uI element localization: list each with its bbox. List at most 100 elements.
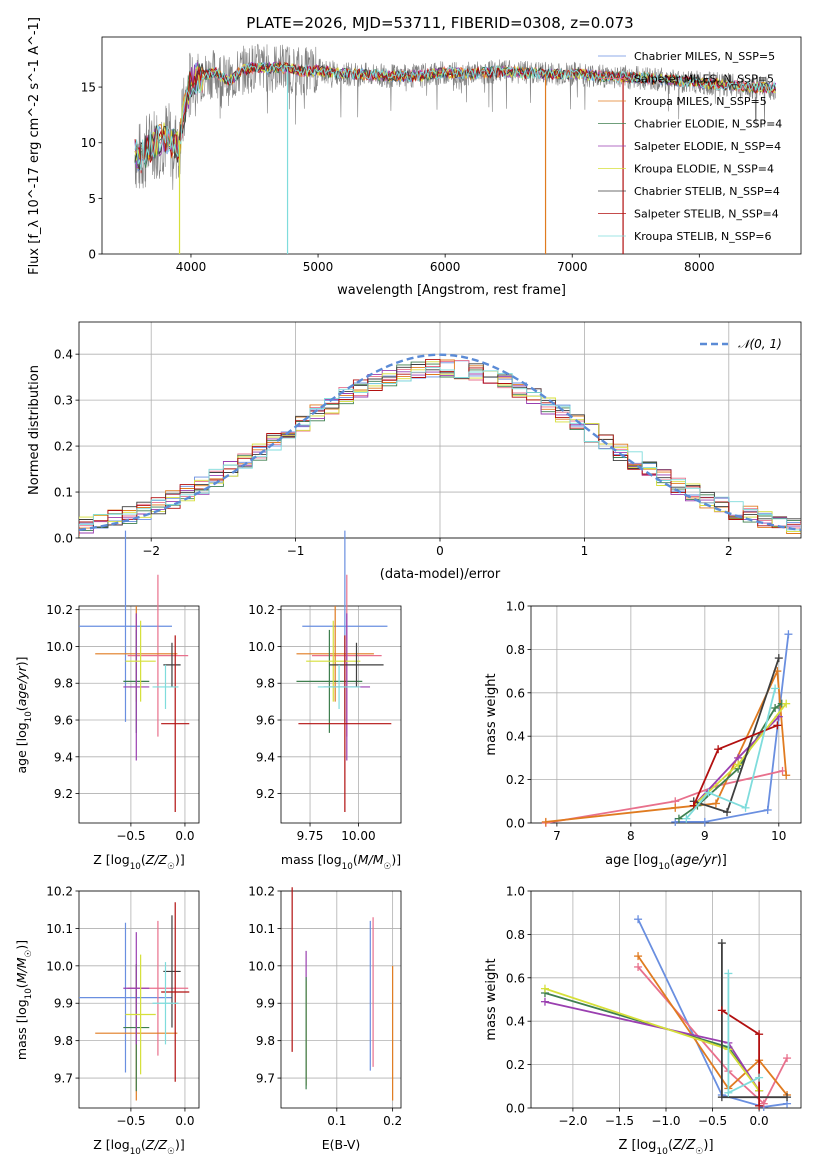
mass-weight-vs-metallicity-panel: −2.0 −1.5 −1.0 −0.5 0.0 0.0 0.2 0.4 0.6 0.8 1.0 mas… [484,885,802,1157]
x-tick-label: 9.75 [297,829,324,843]
y-tick-label: 10.2 [46,603,73,617]
mass-weight-marker [734,760,743,769]
mass-weight-marker [782,771,791,780]
mass-weight-marker [717,1006,726,1015]
y-axis-label: Flux [f_λ 10^-17 erg cm^-2 s^-1 A^-1] [27,17,42,275]
y-tick-label: 10.2 [248,603,275,617]
mass-weight-marker [717,1093,726,1102]
legend-label: Chabrier STELIB, N_SSP=4 [634,185,780,198]
y-tick-label: 0.2 [506,1058,525,1072]
y-tick-label: 10.2 [248,885,275,899]
mass-weight-marker [774,654,783,663]
y-tick-label: 0.8 [506,643,525,657]
y-tick-label: 9.7 [256,1072,275,1086]
x-tick-label: 6000 [430,260,461,274]
plot-frame [280,605,402,824]
y-axis-label: mass weight [484,958,499,1040]
y-tick-label: 0.4 [506,730,525,744]
plot-frame [280,890,402,1109]
y-tick-label: 0.2 [54,440,73,454]
mass-weight-marker [541,817,550,826]
x-axis-label: mass [log10(M/M☉)] [281,852,401,872]
y-tick-label: 9.6 [54,714,73,728]
y-tick-label: 10.2 [46,885,73,899]
mass-weight-series-line [545,770,783,824]
x-tick-label: 8000 [684,260,715,274]
x-axis-label: Z [log10(Z/Z☉)] [93,1137,184,1157]
y-tick-label: 10.1 [46,922,73,936]
mass-weight-marker [755,1101,764,1110]
mass-vs-ebv-panel: 0.1 0.2 9.7 9.8 9.9 10.0 10.1 10.2 E(B-V) [248,885,402,1153]
mass-weight-marker [763,805,772,814]
x-tick-label: 0.0 [175,1114,194,1128]
mass-weight-vs-age-panel: 7 8 9 10 0.0 0.2 0.4 0.6 0.8 1.0 mass weight age [l… [484,600,802,872]
mass-vs-metallicity-panel: −0.5 0.0 9.7 9.8 9.9 10.0 10.1 10.2 Z [log10(Z/Z… [14,885,200,1157]
age-vs-metallicity-panel: −0.5 0.0 9.2 9.4 9.6 9.8 10.0 10.2 Z [log10(Z/Z☉… [14,530,200,872]
y-tick-label: 0.0 [54,532,73,546]
x-tick-label: 8 [627,829,635,843]
mass-weight-marker [700,817,709,826]
y-tick-label: 9.6 [256,714,275,728]
y-tick-label: 0.1 [54,486,73,500]
plot-frame [101,36,802,255]
y-tick-label: 15 [81,81,96,95]
y-tick-label: 1.0 [506,885,525,899]
y-tick-label: 0 [88,248,96,262]
mass-weight-marker [783,1093,792,1102]
model-spectrum-line [134,62,777,171]
y-tick-label: 5 [88,192,96,206]
legend-label: Salpeter ELODIE, N_SSP=4 [634,140,781,153]
mass-weight-series-line [685,688,776,820]
mass-weight-series-line [637,955,788,1096]
y-tick-label: 9.2 [256,787,275,801]
mass-weight-marker [724,1088,733,1097]
x-tick-label: −1.0 [651,1114,680,1128]
y-axis-label: age [log10(age/yr)] [14,656,34,773]
y-tick-label: 9.9 [256,997,275,1011]
x-tick-label: −0.5 [698,1114,727,1128]
legend-label: 𝒩(0, 1) [738,337,782,351]
x-tick-label: 7 [553,829,561,843]
y-tick-label: 0.6 [506,971,525,985]
y-tick-label: 9.9 [54,997,73,1011]
figure-title: PLATE=2026, MJD=53711, FIBERID=0308, z=0… [246,14,633,32]
mass-weight-marker [724,969,733,978]
residual-histogram-panel: −2 −1 0 1 2 0.0 0.1 0.2 0.3 0.4 𝒩(0, 1) (data-model… [27,321,802,582]
x-tick-label: 10 [771,829,786,843]
spectrum-panel: 4000 5000 6000 7000 8000 0 5 10 15 Chabrier MILES… [27,17,802,298]
y-tick-label: 0.4 [506,1015,525,1029]
y-axis-label: mass [log10(M/M☉)] [14,940,34,1060]
age-vs-mass-panel: 9.75 10.00 9.2 9.4 9.6 9.8 10.0 10.2 mass [log10… [248,530,402,872]
mass-weight-series-line [637,918,788,1108]
y-tick-label: 10.1 [248,922,275,936]
y-tick-label: 9.2 [54,787,73,801]
mass-weight-series-line [544,987,760,1092]
x-tick-label: 10.00 [341,829,375,843]
mass-weight-marker [714,745,723,754]
y-tick-label: 0.2 [506,773,525,787]
y-tick-label: 9.8 [54,677,73,691]
x-tick-label: 1 [581,544,589,558]
x-tick-label: 7000 [557,260,588,274]
x-axis-label: Z [log10(Z/Z☉)] [618,1138,713,1157]
x-tick-label: −0.5 [116,829,145,843]
mass-weight-marker [540,984,549,993]
mass-weight-marker [634,915,643,924]
mass-weight-marker [755,1030,764,1039]
mass-weight-marker [674,814,683,823]
y-tick-label: 0.3 [54,394,73,408]
mass-weight-marker [759,1099,768,1108]
y-tick-label: 9.8 [256,677,275,691]
mass-weight-marker [782,699,791,708]
mass-weight-marker [771,703,780,712]
x-tick-label: −2 [142,544,160,558]
mass-weight-marker [634,952,643,961]
y-tick-label: 1.0 [506,600,525,614]
mass-weight-marker [634,962,643,971]
y-tick-label: 10 [81,136,96,150]
mass-weight-marker [783,1054,792,1063]
x-tick-label: 9 [701,829,709,843]
x-axis-label: E(B-V) [322,1137,361,1152]
x-axis-label: (data-model)/error [380,567,501,582]
